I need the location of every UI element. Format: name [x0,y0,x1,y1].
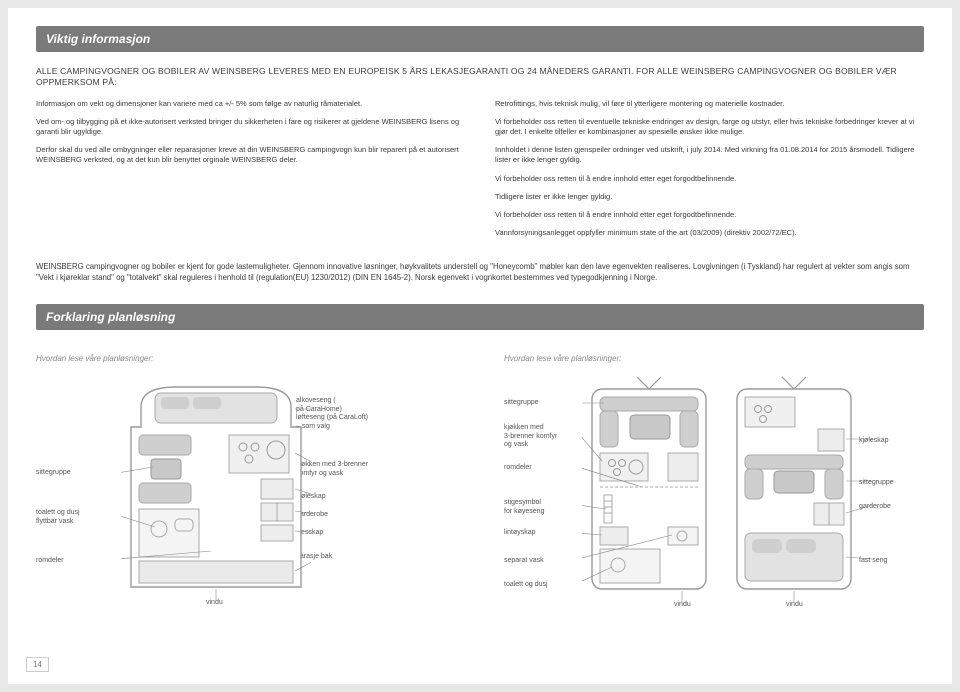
right-p6: Vi forbeholder oss retten til å endre in… [495,210,924,220]
lbl2-romdeler: romdeler [504,464,532,473]
lbl2-separat: separat vask [504,557,544,566]
right-p3: Innholdet i denne listen gjenspeiler ord… [495,145,924,165]
caravan-svg [582,375,872,605]
right-p7: Vannforsyningsanlegget oppfyller minimum… [495,228,924,238]
lbl-sittegruppe: sittegruppe [36,469,71,478]
lbl2-kjokken: kjøkken med 3-brenner komfyr og vask [504,424,557,450]
left-p2: Ved om- og tilbygging på et ikke-autoris… [36,117,465,137]
floorplan-motorhome: sittegruppe toalett og dusj flyttbar vas… [36,369,456,629]
lbl2-vindu-r: vindu [786,601,803,610]
lbl2-stige: stigesymbol for køyeseng [504,499,544,517]
left-p1: Informasjon om vekt og dimensjoner kan v… [36,99,465,109]
floorplan-caravan: sittegruppe kjøkken med 3-brenner komfyr… [504,369,924,629]
lbl-toalett: toalett og dusj flyttbar vask [36,509,80,527]
lbl2-sittegruppe: sittegruppe [504,399,539,408]
right-p1: Retrofittings, hvis teknisk mulig, vil f… [495,99,924,109]
layout-left: Hvordan lese våre planløsninger: sittegr… [36,344,456,629]
layouts-container: Hvordan lese våre planløsninger: sittegr… [36,344,924,629]
right-column: Retrofittings, hvis teknisk mulig, vil f… [495,99,924,246]
right-p5: Tidligere lister er ikke lenger gyldig. [495,192,924,202]
layout-right: Hvordan lese våre planløsninger: sittegr… [504,344,924,629]
intro-text: ALLE CAMPINGVOGNER OG BOBILER AV WEINSBE… [36,66,924,89]
howto-left: Hvordan lese våre planløsninger: [36,354,456,363]
page-number: 14 [26,657,49,672]
lbl2-toalett: toalett og dusj [504,581,548,590]
two-column-text: Informasjon om vekt og dimensjoner kan v… [36,99,924,246]
right-p2: Vi forbeholder oss retten til eventuelle… [495,117,924,137]
motorhome-svg [121,379,311,609]
left-p3: Derfor skal du ved alle ombygninger elle… [36,145,465,165]
lbl2-lintoy: lintøyskap [504,529,536,538]
left-column: Informasjon om vekt og dimensjoner kan v… [36,99,465,246]
full-width-text: WEINSBERG campingvogner og bobiler er kj… [36,262,924,284]
header-layout: Forklaring planløsning [36,304,924,330]
howto-right: Hvordan lese våre planløsninger: [504,354,924,363]
header-info: Viktig informasjon [36,26,924,52]
lbl-romdeler: romdeler [36,557,64,566]
right-p4: Vi forbeholder oss retten til å endre in… [495,174,924,184]
